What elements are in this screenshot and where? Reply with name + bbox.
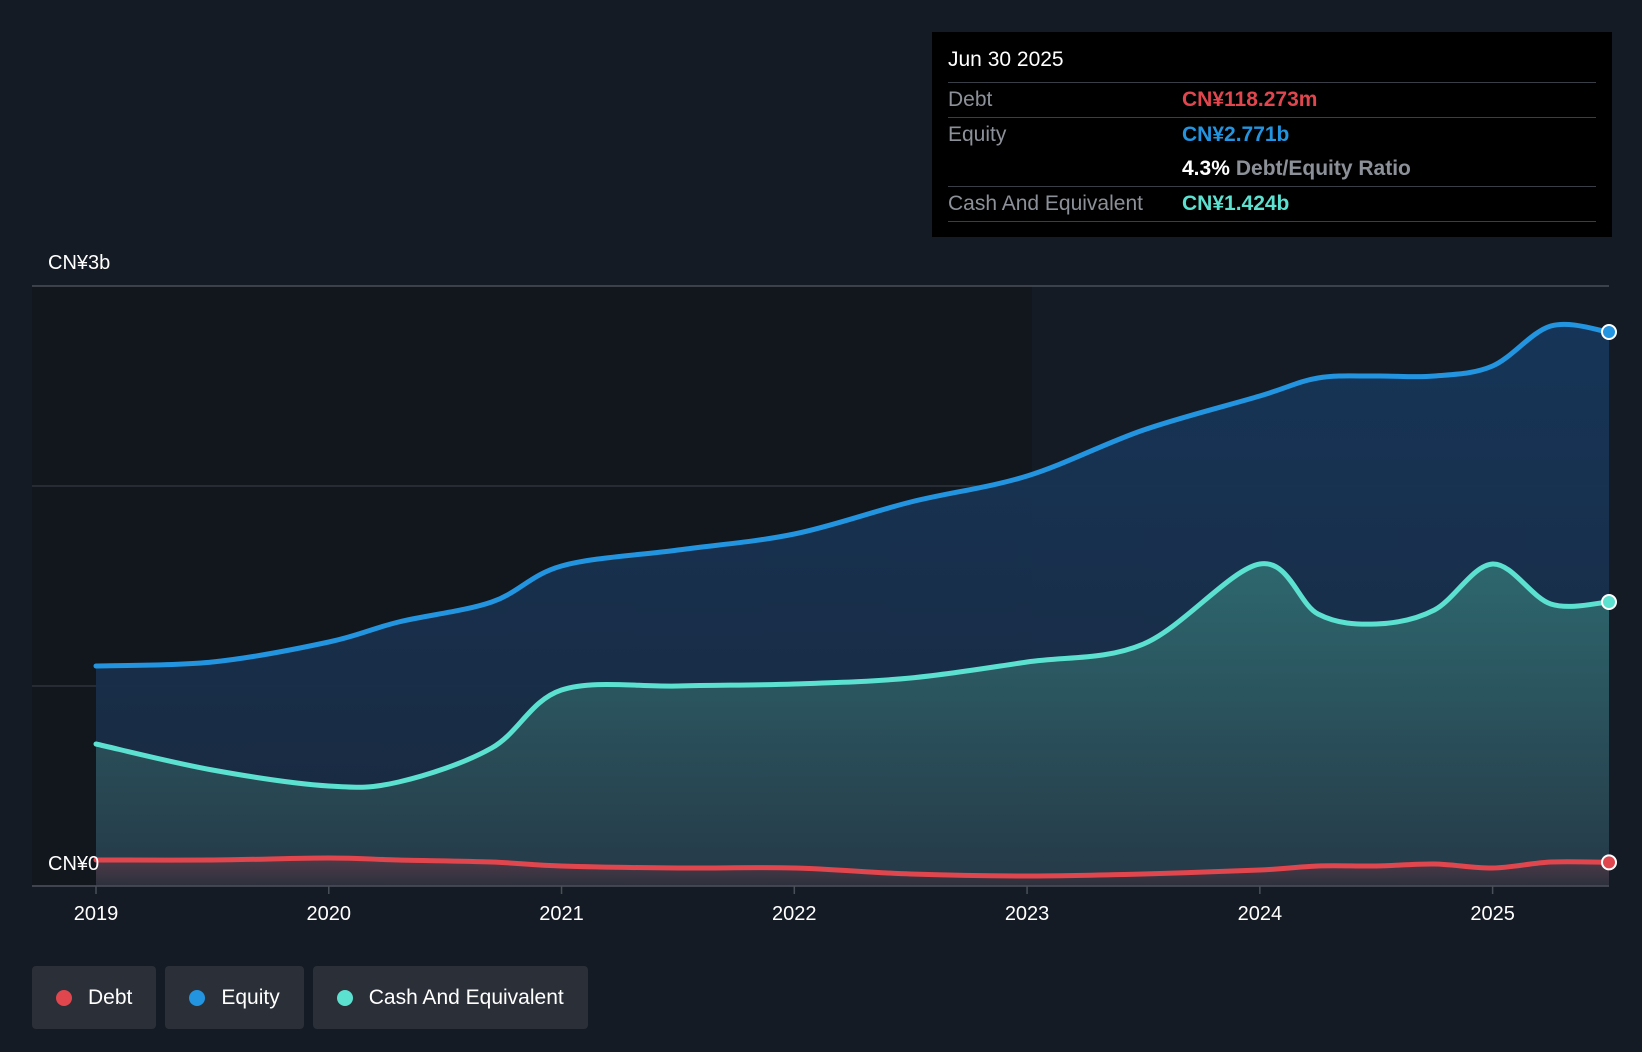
tooltip-row-debt: Debt CN¥118.273m bbox=[948, 83, 1596, 118]
debt-dot-icon bbox=[56, 989, 72, 1006]
tooltip-row-equity: Equity CN¥2.771b bbox=[948, 118, 1596, 152]
tooltip-date: Jun 30 2025 bbox=[948, 46, 1596, 83]
tooltip-ratio-label: Debt/Equity Ratio bbox=[1235, 157, 1411, 180]
cash-endpoint[interactable] bbox=[1601, 594, 1617, 610]
debt-line bbox=[93, 855, 1612, 879]
cash-area bbox=[96, 563, 1609, 886]
tooltip: Jun 30 2025 Debt CN¥118.273m Equity CN¥2… bbox=[932, 32, 1612, 237]
tooltip-debt-value: CN¥118.273m bbox=[1182, 88, 1318, 111]
legend-item-debt[interactable]: Debt bbox=[32, 966, 157, 1029]
legend: Debt Equity Cash And Equivalent bbox=[32, 966, 588, 1029]
x-tick-label: 2024 bbox=[1238, 903, 1283, 925]
debt-endpoint[interactable] bbox=[1601, 854, 1617, 871]
legend-label-cash: Cash And Equivalent bbox=[368, 985, 564, 1009]
equity-line bbox=[93, 321, 1612, 669]
x-tick-label: 2021 bbox=[539, 903, 584, 925]
tooltip-row-ratio: 4.3% Debt/Equity Ratio bbox=[948, 152, 1596, 187]
tooltip-equity-value: CN¥2.771b bbox=[1182, 123, 1290, 146]
legend-label-debt: Debt bbox=[88, 985, 133, 1009]
cash-dot-icon bbox=[336, 989, 353, 1006]
tooltip-ratio-value: 4.3% bbox=[1182, 157, 1230, 180]
y-label-top: CN¥3b bbox=[48, 252, 110, 274]
tooltip-cash-label: Cash And Equivalent bbox=[948, 192, 1143, 215]
x-tick-label: 2023 bbox=[1005, 903, 1050, 925]
equity-endpoint[interactable] bbox=[1601, 324, 1617, 340]
tooltip-cash-value: CN¥1.424b bbox=[1182, 192, 1290, 215]
cash-line bbox=[93, 561, 1612, 790]
x-tick-label: 2019 bbox=[74, 903, 119, 925]
x-tick-label: 2025 bbox=[1470, 903, 1515, 925]
legend-item-cash[interactable]: Cash And Equivalent bbox=[312, 966, 588, 1029]
legend-item-equity[interactable]: Equity bbox=[165, 966, 304, 1029]
x-tick-label: 2020 bbox=[307, 903, 352, 925]
x-tick-label: 2022 bbox=[772, 903, 817, 925]
tooltip-debt-label: Debt bbox=[948, 88, 993, 111]
tooltip-row-cash: Cash And Equivalent CN¥1.424b bbox=[948, 187, 1596, 222]
tooltip-equity-label: Equity bbox=[948, 123, 1007, 146]
equity-dot-icon bbox=[189, 989, 206, 1006]
y-label-bottom: CN¥0 bbox=[48, 853, 99, 875]
legend-label-equity: Equity bbox=[221, 985, 280, 1009]
